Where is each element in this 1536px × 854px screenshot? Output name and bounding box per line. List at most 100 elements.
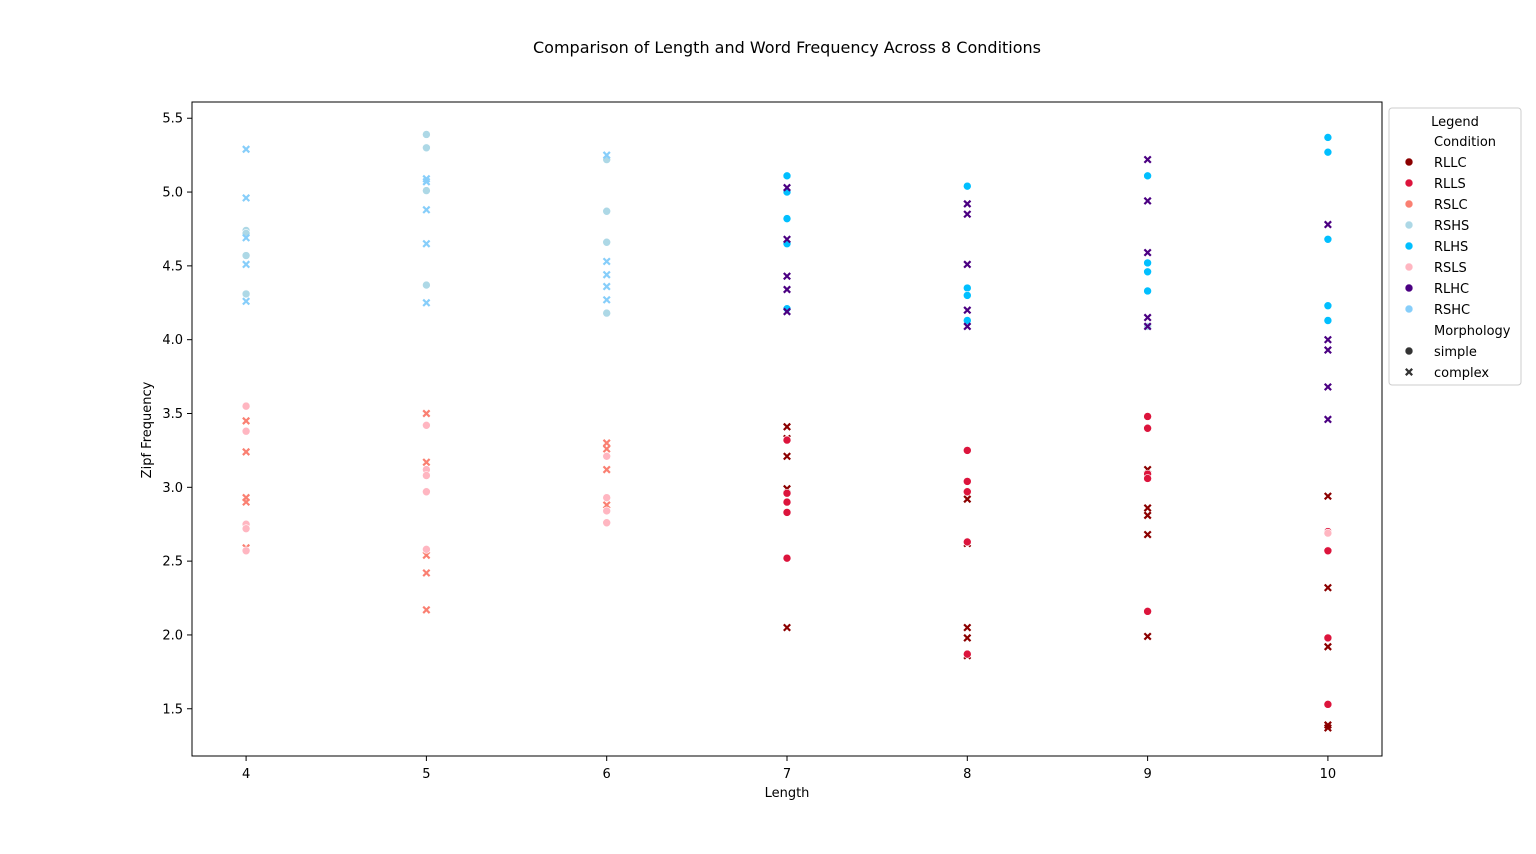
data-point [242, 498, 251, 507]
data-point [963, 283, 972, 293]
data-point [602, 493, 611, 502]
data-point [1143, 313, 1152, 322]
x-tick-label: 6 [603, 767, 611, 782]
data-point [602, 308, 611, 318]
data-point [242, 260, 251, 269]
y-tick-label: 3.5 [162, 407, 183, 422]
data-point [783, 422, 791, 431]
legend-entry-label: RLHS [1434, 240, 1468, 255]
data-point [1143, 155, 1152, 164]
legend-condition-entries: RLLC RLLS RSLC RSHS RLHS RSLS RLHC RSHC [1404, 156, 1470, 318]
data-point [1143, 423, 1152, 433]
data-point [783, 183, 791, 192]
data-point [1143, 248, 1152, 257]
data-point [1143, 412, 1152, 421]
y-tick-label: 1.5 [162, 702, 183, 717]
data-point [602, 518, 611, 528]
data-point [963, 487, 972, 497]
x-tick-label: 9 [1143, 767, 1151, 782]
legend-entry-label: RLLS [1434, 177, 1466, 192]
data-point [1143, 632, 1152, 641]
data-point [782, 171, 792, 181]
data-point [963, 477, 972, 486]
data-point [1323, 492, 1332, 501]
y-axis-ticks: 1.5 2.0 2.5 3.0 3.5 4.0 4.5 5.0 5.5 [162, 112, 192, 717]
y-tick-label: 5.5 [162, 112, 183, 127]
data-point [422, 239, 431, 248]
legend-entry-label: RSHC [1434, 303, 1470, 318]
data-point [422, 130, 431, 139]
series-rslc [242, 409, 611, 614]
data-point [783, 285, 791, 294]
data-point [422, 298, 431, 307]
x-tick-label: 7 [783, 767, 791, 782]
data-point [422, 280, 431, 290]
x-axis-ticks: 4 5 6 7 8 9 10 [242, 756, 1336, 782]
data-point [963, 322, 972, 331]
data-point [963, 260, 972, 269]
data-point [1323, 700, 1333, 709]
data-point [1323, 382, 1332, 391]
data-point [422, 551, 431, 560]
data-point [1323, 346, 1332, 354]
legend-marker [1404, 241, 1414, 251]
data-point [422, 545, 431, 554]
data-point [1323, 642, 1332, 651]
chart-title: Comparison of Length and Word Frequency … [533, 38, 1041, 57]
data-point [242, 416, 251, 425]
data-point [602, 465, 611, 474]
data-point [1143, 322, 1152, 331]
data-point [782, 214, 792, 223]
data-point [602, 282, 611, 291]
data-point [241, 546, 251, 556]
data-point [782, 488, 792, 498]
data-point [963, 623, 972, 632]
data-point [1143, 511, 1152, 520]
legend-marker [1405, 368, 1413, 376]
legend-marker [1404, 346, 1414, 356]
data-point [1143, 286, 1152, 296]
data-point [241, 251, 251, 260]
data-point [782, 435, 792, 445]
legend-marker [1404, 178, 1414, 188]
legend-frame [1388, 107, 1522, 386]
legend-marker [1404, 220, 1414, 230]
legend-morphology-heading: Morphology [1434, 324, 1511, 339]
legend-marker [1404, 262, 1414, 272]
data-point [963, 210, 972, 219]
data-point [963, 649, 972, 659]
data-point [1323, 723, 1332, 732]
series-rlhc [783, 155, 1332, 424]
data-point [241, 401, 251, 411]
series-rshs [241, 130, 1152, 331]
data-point [422, 568, 431, 577]
data-point [422, 458, 431, 467]
series-rlhs [782, 133, 1333, 325]
y-axis-label: Zipf Frequency [140, 381, 155, 478]
data-point [602, 237, 611, 247]
data-point [602, 257, 611, 266]
data-point [602, 295, 611, 304]
data-point [422, 471, 431, 480]
legend-entry-label: RLHC [1434, 282, 1469, 297]
data-point [963, 537, 972, 547]
data-point [602, 506, 611, 516]
legend-marker [1404, 283, 1414, 293]
data-point [1323, 633, 1333, 643]
data-point [782, 508, 792, 517]
x-tick-label: 8 [963, 767, 971, 782]
data-point [1323, 301, 1333, 311]
data-point [242, 145, 251, 154]
legend-entry-label: RSLS [1434, 261, 1467, 276]
data-point [242, 233, 251, 242]
data-point [242, 297, 251, 306]
y-tick-label: 5.0 [162, 186, 183, 201]
data-point [963, 306, 972, 315]
data-point [602, 501, 611, 510]
data-point [241, 426, 251, 436]
x-tick-label: 4 [242, 767, 250, 782]
data-point [782, 497, 792, 507]
data-point [241, 289, 251, 299]
